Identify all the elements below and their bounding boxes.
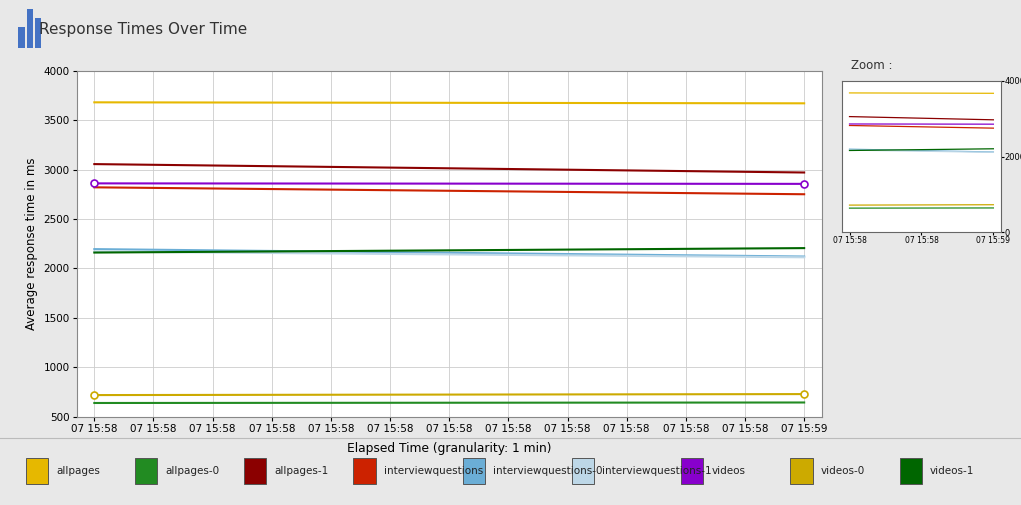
Text: interviewquestions: interviewquestions <box>384 466 483 476</box>
FancyBboxPatch shape <box>135 458 157 484</box>
FancyBboxPatch shape <box>244 458 266 484</box>
Text: allpages: allpages <box>56 466 100 476</box>
Text: allpages-1: allpages-1 <box>275 466 329 476</box>
Text: interviewquestions-1: interviewquestions-1 <box>602 466 712 476</box>
FancyBboxPatch shape <box>27 9 33 47</box>
FancyBboxPatch shape <box>681 458 703 484</box>
Text: interviewquestions-0: interviewquestions-0 <box>493 466 602 476</box>
FancyBboxPatch shape <box>900 458 922 484</box>
FancyBboxPatch shape <box>572 458 594 484</box>
Text: videos-0: videos-0 <box>821 466 865 476</box>
Text: Zoom :: Zoom : <box>850 59 892 72</box>
FancyBboxPatch shape <box>26 458 48 484</box>
X-axis label: Elapsed Time (granularity: 1 min): Elapsed Time (granularity: 1 min) <box>347 442 551 455</box>
FancyBboxPatch shape <box>18 27 25 47</box>
Y-axis label: Average response time in ms: Average response time in ms <box>25 158 38 330</box>
FancyBboxPatch shape <box>790 458 813 484</box>
FancyBboxPatch shape <box>35 18 41 47</box>
FancyBboxPatch shape <box>353 458 376 484</box>
Text: videos: videos <box>712 466 745 476</box>
Text: allpages-0: allpages-0 <box>165 466 220 476</box>
Text: videos-1: videos-1 <box>930 466 974 476</box>
FancyBboxPatch shape <box>463 458 485 484</box>
Text: Response Times Over Time: Response Times Over Time <box>39 22 247 37</box>
